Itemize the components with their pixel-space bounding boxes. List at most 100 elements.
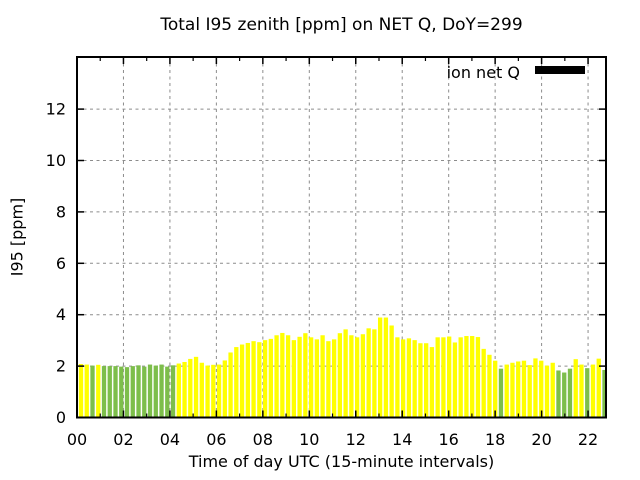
bar-18:15 — [498, 368, 504, 418]
bar-11:45 — [349, 335, 354, 418]
bar-15:45 — [441, 337, 446, 418]
bar-14:15 — [406, 338, 412, 418]
bar-08:00 — [262, 340, 268, 418]
bar-05:00 — [193, 356, 199, 418]
bar-16:30 — [458, 337, 463, 418]
bar-04:00 — [170, 365, 176, 418]
bar-15:00 — [424, 343, 429, 418]
x-tick-label-16: 16 — [439, 430, 459, 449]
bar-03:15 — [153, 365, 158, 418]
bar-05:30 — [205, 365, 210, 418]
bar-03:30 — [159, 364, 164, 418]
bar-16:45 — [464, 336, 469, 418]
bar-19:45 — [533, 358, 538, 418]
legend-swatch — [535, 66, 585, 74]
x-tick-label-00: 00 — [67, 430, 87, 449]
bar-07:00 — [239, 344, 245, 418]
bar-01:00 — [101, 366, 107, 418]
bar-08:45 — [280, 332, 285, 418]
bar-10:30 — [320, 335, 325, 418]
bar-22:00 — [585, 368, 590, 418]
bar-11:00 — [331, 339, 337, 418]
bar-20:00 — [539, 360, 544, 418]
y-tick-label-4: 4 — [56, 305, 66, 324]
bar-12:30 — [366, 328, 371, 418]
y-tick-label-6: 6 — [56, 254, 66, 273]
bar-08:30 — [274, 335, 279, 418]
bar-02:00 — [124, 367, 130, 418]
bar-02:45 — [142, 366, 147, 418]
chart-title: Total I95 zenith [ppm] on NET Q, DoY=299 — [160, 15, 523, 35]
bar-19:00 — [516, 361, 521, 418]
bar-06:45 — [234, 347, 239, 418]
bar-16:00 — [447, 336, 452, 418]
bar-03:00 — [147, 364, 153, 418]
bar-10:15 — [314, 339, 320, 418]
bar-17:45 — [487, 354, 492, 418]
bar-05:45 — [211, 364, 216, 418]
bar-06:15 — [222, 360, 227, 418]
bar-21:15 — [567, 368, 573, 418]
bar-01:45 — [119, 366, 124, 418]
bar-09:15 — [291, 340, 296, 418]
x-tick-label-20: 20 — [531, 430, 551, 449]
bar-04:15 — [176, 363, 181, 418]
bar-00:45 — [96, 364, 101, 418]
bar-15:30 — [435, 337, 440, 418]
y-tick-label-10: 10 — [46, 151, 66, 170]
x-tick-label-04: 04 — [160, 430, 180, 449]
bar-02:15 — [130, 366, 135, 418]
bar-10:45 — [326, 341, 331, 418]
x-tick-label-12: 12 — [346, 430, 366, 449]
bar-18:30 — [504, 364, 509, 418]
bar-13:00 — [377, 317, 383, 418]
bar-16:15 — [452, 342, 458, 418]
bar-17:00 — [470, 336, 475, 418]
bar-00:15 — [84, 364, 89, 418]
bar-11:30 — [343, 329, 348, 418]
y-axis-label: I95 [ppm] — [7, 197, 27, 277]
x-tick-label-02: 02 — [113, 430, 133, 449]
legend-series-label: ion net Q — [446, 63, 520, 82]
bar-18:00 — [493, 360, 498, 418]
bar-06:30 — [228, 352, 233, 418]
bar-01:15 — [107, 366, 112, 418]
bar-21:45 — [579, 364, 584, 418]
plot-border — [76, 56, 607, 419]
bar-19:15 — [521, 360, 527, 418]
bar-15:15 — [429, 347, 435, 418]
bar-04:30 — [182, 361, 187, 418]
bar-13:30 — [389, 325, 394, 418]
bar-17:15 — [475, 337, 481, 418]
bar-12:15 — [360, 334, 366, 418]
bar-07:15 — [245, 342, 250, 418]
bars-group — [78, 317, 605, 418]
bar-22:45 — [602, 369, 605, 418]
bar-17:30 — [481, 348, 486, 418]
x-tick-label-18: 18 — [485, 430, 505, 449]
bar-03:45 — [165, 366, 170, 418]
bar-14:30 — [412, 340, 417, 418]
x-tick-label-14: 14 — [392, 430, 412, 449]
bar-05:15 — [199, 362, 204, 418]
bar-20:15 — [544, 365, 550, 418]
bar-12:45 — [372, 329, 377, 418]
bar-21:00 — [562, 372, 567, 418]
bar-13:45 — [395, 337, 400, 418]
bar-11:15 — [337, 333, 343, 418]
x-tick-label-10: 10 — [299, 430, 319, 449]
bar-13:15 — [383, 317, 389, 418]
bar-06:00 — [216, 364, 222, 418]
x-tick-label-08: 08 — [253, 430, 273, 449]
bar-09:00 — [285, 335, 291, 418]
bar-19:30 — [527, 365, 532, 418]
bar-09:30 — [297, 336, 302, 418]
bar-01:30 — [113, 366, 118, 418]
bar-00:00 — [78, 364, 84, 418]
x-tick-label-06: 06 — [206, 430, 226, 449]
bar-12:00 — [354, 337, 360, 418]
bar-07:30 — [251, 341, 256, 418]
bar-08:15 — [268, 338, 273, 418]
